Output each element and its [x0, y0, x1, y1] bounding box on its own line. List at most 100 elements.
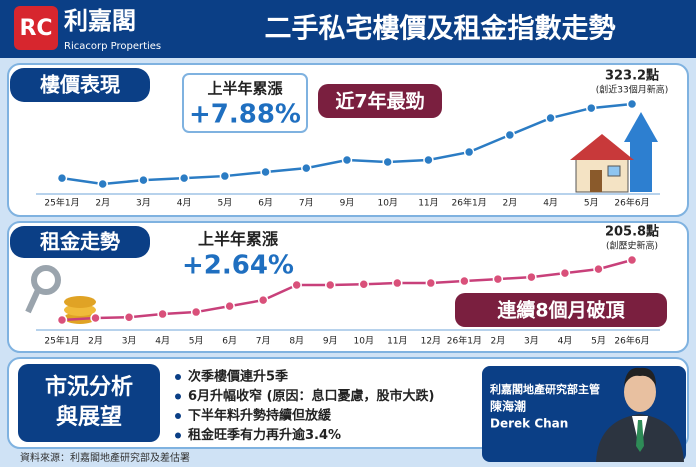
data-point — [219, 170, 231, 182]
summary-value: +2.64% — [182, 251, 294, 281]
bullet — [175, 413, 181, 419]
section-tab — [10, 226, 150, 258]
data-point — [257, 294, 269, 306]
x-tick-label: 5月 — [584, 198, 599, 209]
section-tab — [10, 68, 150, 102]
x-tick-label: 7月 — [299, 198, 314, 209]
value-note: (創歷史新高) — [606, 240, 658, 252]
data-point — [423, 154, 434, 166]
logo-mark — [14, 6, 58, 50]
outlook-title: 與展望 — [56, 404, 122, 430]
badge-text: 連續8個月破頂 — [497, 299, 625, 322]
data-point — [526, 271, 537, 283]
data-point — [190, 306, 202, 318]
header-bar — [0, 0, 696, 58]
x-tick-label: 25年1月 — [44, 335, 79, 347]
value-label: 323.2點 — [605, 68, 659, 84]
data-point — [626, 254, 638, 266]
outlook-point: 6月升幅收窄 (原因：息口憂慮，股市大跌) — [188, 388, 434, 404]
x-tick-label: 2月 — [502, 198, 517, 209]
x-tick-label: 3月 — [136, 198, 151, 209]
x-tick-label: 26年6月 — [614, 335, 649, 347]
data-point — [459, 275, 470, 287]
x-tick-label: 5月 — [591, 336, 606, 347]
x-tick-label: 11月 — [387, 336, 407, 347]
data-point — [224, 300, 235, 312]
x-tick-label: 26年1月 — [452, 197, 487, 209]
outlook-point: 次季樓價連升5季 — [188, 369, 288, 385]
outlook-point: 下半年料升勢持續但放緩 — [188, 408, 332, 424]
data-point — [382, 156, 393, 168]
data-point — [260, 166, 271, 178]
outlook-title: 市況分析 — [45, 374, 133, 400]
data-point — [138, 174, 149, 186]
x-tick-label: 6月 — [258, 198, 273, 209]
data-point — [463, 146, 475, 158]
x-tick-label: 2月 — [491, 336, 506, 347]
x-tick-label: 8月 — [289, 336, 304, 347]
value-label: 205.8點 — [605, 224, 659, 240]
x-tick-label: 9月 — [323, 336, 338, 347]
x-tick-label: 12月 — [421, 336, 441, 347]
badge — [455, 293, 667, 327]
x-tick-label: 6月 — [222, 336, 237, 347]
data-point — [358, 278, 370, 290]
x-tick-label: 10月 — [377, 198, 397, 209]
analyst-role: 利嘉閣地產研究部主管 — [490, 382, 600, 396]
data-point — [593, 263, 604, 275]
data-point — [56, 172, 68, 184]
series-line — [61, 258, 633, 322]
data-point — [392, 277, 403, 289]
data-point — [504, 129, 516, 141]
logo-letter: RC — [19, 16, 52, 41]
outlook-tab — [18, 364, 160, 442]
summary-label: 上半年累漲 — [198, 230, 279, 249]
x-tick-label: 4月 — [558, 336, 573, 347]
page-title: 二手私宅樓價及租金指數走勢 — [265, 13, 616, 45]
data-point — [586, 102, 597, 114]
data-point — [425, 277, 437, 289]
data-point — [545, 112, 556, 124]
data-point — [626, 98, 638, 110]
x-tick-label: 26年1月 — [447, 335, 482, 347]
x-tick-label: 2月 — [88, 336, 103, 347]
x-tick-label: 26年6月 — [614, 197, 649, 209]
bullet — [175, 393, 181, 400]
badge — [318, 84, 442, 118]
brand-en: Ricacorp Properties — [64, 41, 161, 52]
data-point — [178, 172, 190, 184]
x-tick-label: 5月 — [189, 336, 204, 347]
data-point — [492, 273, 504, 285]
value-note: (創近33個月新高) — [596, 84, 668, 96]
x-tick-label: 4月 — [543, 198, 558, 209]
data-point — [157, 308, 168, 320]
data-point — [301, 162, 312, 174]
badge-text: 近7年最勁 — [335, 90, 424, 113]
outlook-point: 租金旺季有力再升逾3.4% — [188, 427, 341, 443]
data-point — [90, 312, 101, 324]
brand: 利嘉閣 — [64, 7, 136, 35]
summary-label: 上半年累漲 — [207, 80, 283, 98]
x-tick-label: 2月 — [95, 198, 110, 209]
bullet — [175, 432, 181, 439]
data-point — [559, 267, 571, 279]
data-point — [123, 311, 135, 323]
source: 資料來源：利嘉閣地產研究部及差估署 — [20, 451, 190, 464]
data-point — [291, 279, 302, 291]
analyst-name-en: Derek Chan — [490, 417, 568, 431]
house-icon — [570, 112, 658, 193]
analyst-photo — [596, 367, 684, 462]
analyst-name: 陳海潮 — [490, 399, 526, 414]
summary-box — [182, 73, 308, 133]
x-tick-label: 11月 — [418, 198, 438, 209]
x-tick-label: 5月 — [217, 198, 232, 209]
bullet — [175, 374, 181, 380]
x-tick-label: 25年1月 — [44, 197, 79, 209]
section-title: 樓價表現 — [40, 73, 120, 97]
x-tick-label: 4月 — [155, 336, 170, 347]
section-title: 租金走勢 — [40, 230, 120, 254]
x-tick-label: 7月 — [256, 336, 271, 347]
data-point — [341, 154, 353, 166]
